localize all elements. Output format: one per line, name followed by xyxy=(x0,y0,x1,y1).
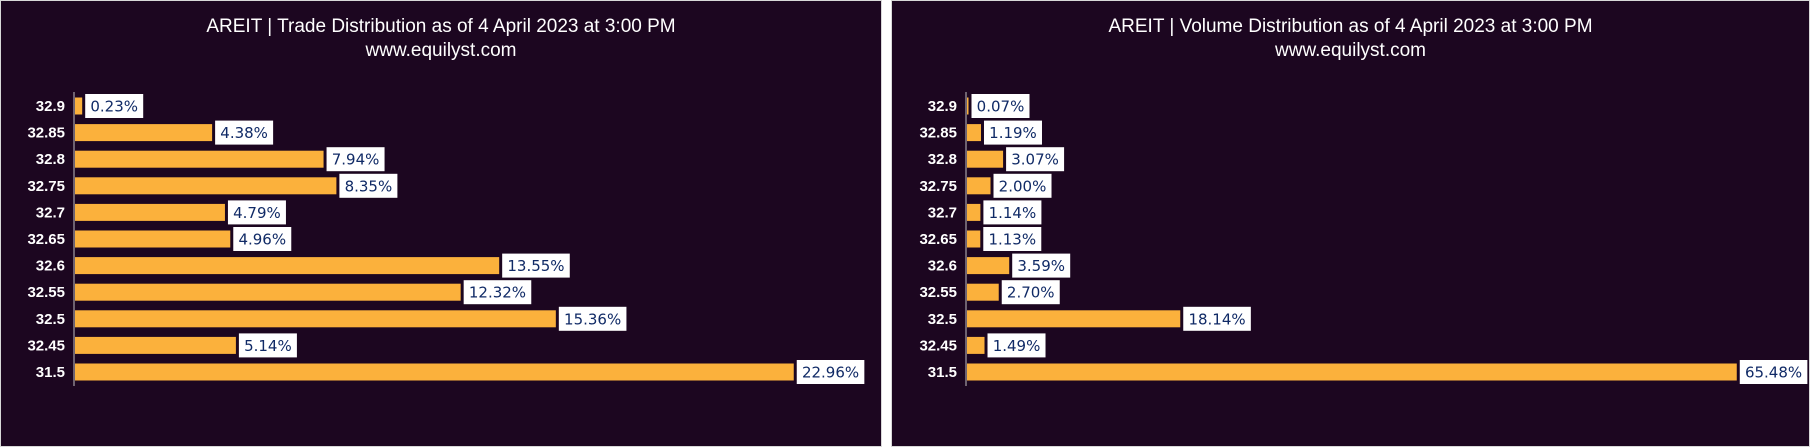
data-label: 13.55% xyxy=(507,257,564,275)
bar xyxy=(75,150,324,168)
bar xyxy=(967,363,1737,381)
data-label: 22.96% xyxy=(802,364,859,382)
bar xyxy=(967,230,981,248)
bar xyxy=(967,310,1181,328)
data-label-box xyxy=(238,333,297,358)
bar xyxy=(967,177,991,195)
y-tick-label: 32.85 xyxy=(919,125,957,142)
y-tick-label: 32.5 xyxy=(928,311,957,328)
y-tick-label: 32.8 xyxy=(36,151,65,168)
data-label-box xyxy=(215,120,274,145)
data-label-box xyxy=(987,333,1046,358)
y-tick-label: 32.45 xyxy=(27,337,65,354)
bar xyxy=(967,124,981,142)
data-label: 7.94% xyxy=(332,151,380,169)
data-label: 0.07% xyxy=(977,98,1025,116)
data-label-box xyxy=(1001,280,1060,305)
y-tick-label: 32.75 xyxy=(919,178,957,195)
data-label-box xyxy=(1012,253,1071,278)
data-label: 4.79% xyxy=(233,204,281,222)
y-tick-label: 32.55 xyxy=(27,284,65,301)
bar xyxy=(967,203,981,221)
data-label-box xyxy=(983,227,1042,251)
data-label: 5.14% xyxy=(244,337,292,355)
y-tick-label: 31.5 xyxy=(928,364,957,381)
y-tick-label: 32.8 xyxy=(928,151,957,168)
data-label-box xyxy=(971,94,1030,118)
trade-distribution-chart: AREIT | Trade Distribution as of 4 April… xyxy=(0,0,882,447)
y-tick-label: 32.85 xyxy=(27,125,65,142)
data-label: 2.70% xyxy=(1007,284,1055,302)
y-tick-label: 32.45 xyxy=(919,337,957,354)
bar xyxy=(75,177,337,195)
y-tick-label: 32.9 xyxy=(928,98,957,115)
data-label: 4.96% xyxy=(238,231,286,249)
data-label: 4.38% xyxy=(220,124,268,142)
y-tick-label: 32.65 xyxy=(919,231,957,248)
data-label: 12.32% xyxy=(469,284,526,302)
data-label-box xyxy=(796,360,865,384)
y-tick-label: 32.6 xyxy=(36,258,65,275)
bar xyxy=(75,257,500,275)
data-label-box xyxy=(227,200,286,225)
y-tick-label: 32.7 xyxy=(928,204,957,221)
data-label: 1.49% xyxy=(993,337,1041,355)
data-label-box xyxy=(983,200,1042,225)
volume-distribution-chart: AREIT | Volume Distribution as of 4 Apri… xyxy=(891,0,1810,447)
data-label: 8.35% xyxy=(345,177,393,195)
y-tick-label: 31.5 xyxy=(36,364,65,381)
chart-title-block: AREIT | Volume Distribution as of 4 Apri… xyxy=(892,15,1809,63)
data-label-box xyxy=(463,280,532,305)
data-label: 2.00% xyxy=(999,177,1047,195)
bar xyxy=(75,203,225,221)
y-tick-label: 32.55 xyxy=(919,284,957,301)
data-label: 15.36% xyxy=(564,310,621,328)
chart-title: AREIT | Trade Distribution as of 4 April… xyxy=(206,16,676,37)
bar xyxy=(75,336,236,354)
data-label-box xyxy=(1739,360,1808,384)
bar xyxy=(967,257,1010,275)
trade-bar-plot: 32.9 0.23% 32.85 4.38% 32.8 7.94% 32.75 8.35% 32… xyxy=(27,92,865,386)
data-label: 1.19% xyxy=(989,124,1037,142)
data-label: 1.13% xyxy=(988,231,1036,249)
data-label: 1.14% xyxy=(989,204,1037,222)
data-label: 3.59% xyxy=(1017,257,1065,275)
bar xyxy=(75,283,461,301)
data-label-box xyxy=(326,147,385,172)
chart-title-block: AREIT | Trade Distribution as of 4 April… xyxy=(1,15,881,63)
bar xyxy=(75,230,231,248)
data-label: 3.07% xyxy=(1011,151,1059,169)
bar xyxy=(75,363,794,381)
chart-title: AREIT | Volume Distribution as of 4 Apri… xyxy=(1108,16,1593,37)
data-label-box xyxy=(983,120,1042,145)
data-label-box xyxy=(558,306,627,331)
data-label-box xyxy=(1183,306,1251,331)
data-label-box xyxy=(85,94,144,118)
data-label: 18.14% xyxy=(1188,310,1245,328)
data-label: 0.23% xyxy=(90,98,138,116)
y-tick-label: 32.6 xyxy=(928,258,957,275)
bar xyxy=(967,336,985,354)
y-tick-label: 32.9 xyxy=(36,98,65,115)
bar xyxy=(967,283,999,301)
bar xyxy=(75,97,83,115)
data-label-box xyxy=(993,173,1052,198)
bar xyxy=(967,97,969,115)
y-tick-label: 32.5 xyxy=(36,311,65,328)
data-label-box xyxy=(502,253,570,278)
data-label-box xyxy=(233,227,292,251)
bar xyxy=(75,124,213,142)
data-label-box xyxy=(339,173,398,198)
data-label: 65.48% xyxy=(1745,364,1802,382)
chart-subtitle: www.equilyst.com xyxy=(1275,40,1426,61)
data-label-box xyxy=(1006,147,1065,172)
chart-subtitle: www.equilyst.com xyxy=(365,40,517,61)
y-tick-label: 32.65 xyxy=(27,231,65,248)
y-tick-label: 32.75 xyxy=(27,178,65,195)
bar xyxy=(75,310,556,328)
y-tick-label: 32.7 xyxy=(36,204,65,221)
volume-bar-plot: 32.9 0.07% 32.85 1.19% 32.8 3.07% 32.75 2.00% 32… xyxy=(919,92,1808,386)
bar xyxy=(967,150,1004,168)
